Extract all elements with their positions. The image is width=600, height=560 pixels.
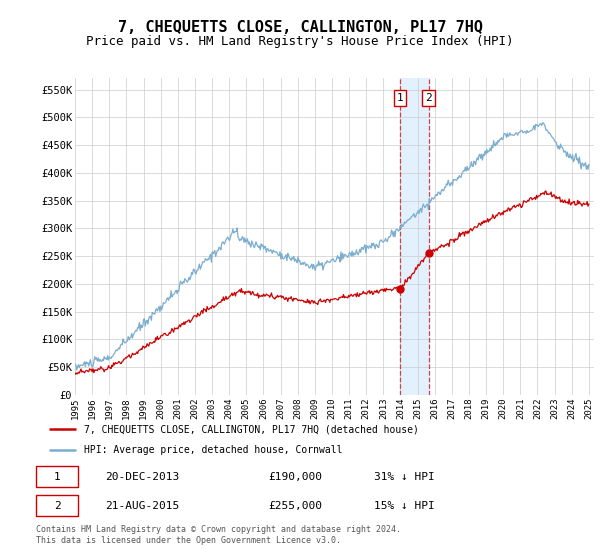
Bar (400, 78, 428, 395)
Text: £190,000: £190,000 (268, 472, 322, 482)
Text: £255,000: £255,000 (268, 501, 322, 511)
Text: 2: 2 (425, 93, 432, 103)
Text: 2: 2 (54, 501, 61, 511)
Text: 1: 1 (397, 93, 403, 103)
Text: HPI: Average price, detached house, Cornwall: HPI: Average price, detached house, Corn… (83, 445, 342, 455)
FancyBboxPatch shape (36, 495, 78, 516)
Text: Price paid vs. HM Land Registry's House Price Index (HPI): Price paid vs. HM Land Registry's House … (86, 35, 514, 48)
Text: 7, CHEQUETTS CLOSE, CALLINGTON, PL17 7HQ (detached house): 7, CHEQUETTS CLOSE, CALLINGTON, PL17 7HQ… (83, 424, 418, 435)
Text: Contains HM Land Registry data © Crown copyright and database right 2024.
This d: Contains HM Land Registry data © Crown c… (36, 525, 401, 545)
FancyBboxPatch shape (36, 466, 78, 487)
Text: 1: 1 (54, 472, 61, 482)
Text: 20-DEC-2013: 20-DEC-2013 (104, 472, 179, 482)
Text: 7, CHEQUETTS CLOSE, CALLINGTON, PL17 7HQ: 7, CHEQUETTS CLOSE, CALLINGTON, PL17 7HQ (118, 20, 482, 35)
Text: 31% ↓ HPI: 31% ↓ HPI (374, 472, 434, 482)
Text: 15% ↓ HPI: 15% ↓ HPI (374, 501, 434, 511)
Text: 21-AUG-2015: 21-AUG-2015 (104, 501, 179, 511)
